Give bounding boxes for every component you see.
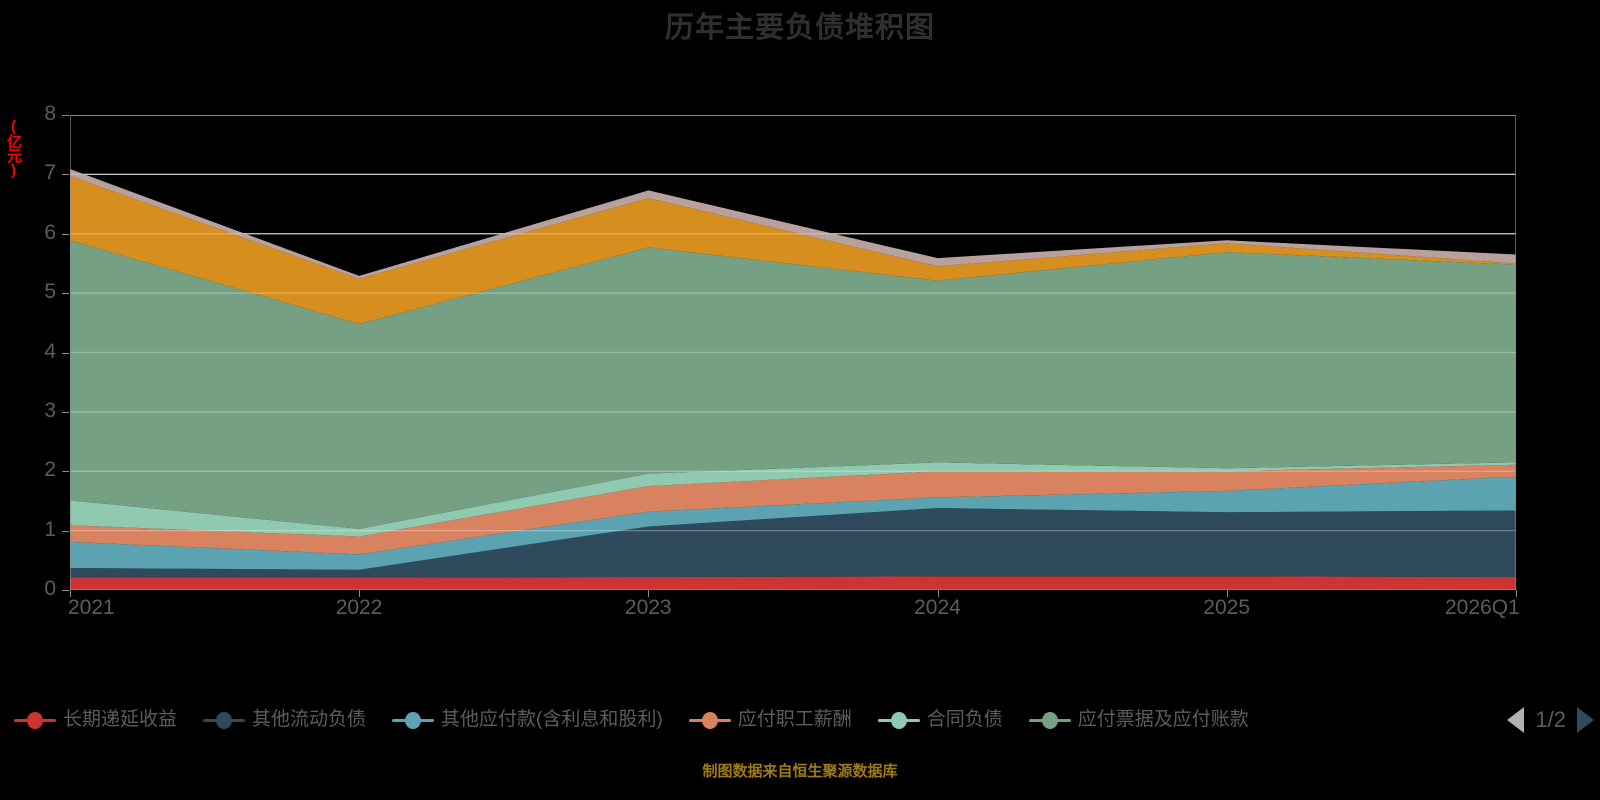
x-axis-tick-mark — [359, 590, 361, 597]
y-axis-tick-label: 7 — [44, 161, 56, 185]
x-axis-tick-label: 2021 — [68, 596, 115, 619]
legend-item[interactable]: 其他流动负债 — [203, 709, 366, 731]
area-series-6 — [70, 240, 1516, 529]
y-axis-tick-mark — [62, 411, 69, 413]
y-axis-tick-mark — [62, 530, 69, 532]
legend-dot-icon — [1041, 712, 1058, 729]
x-axis-tick-mark — [937, 590, 939, 597]
x-axis-tick-label: 2026Q1 — [1445, 596, 1520, 619]
legend-item-label: 其他流动负债 — [252, 709, 367, 730]
y-axis-tick-label: 1 — [44, 517, 56, 541]
footer-source-note: 制图数据来自恒生聚源数据库 — [702, 763, 898, 780]
legend-marker-icon — [1028, 709, 1071, 731]
legend-item-label: 其他应付款(含利息和股利) — [441, 709, 663, 730]
area-series-7 — [70, 176, 1516, 324]
chart-legend: 长期递延收益 其他流动负债 其他应付款(含利息和股利) 应付职工薪酬 合同负债 应付票据及… — [0, 698, 1600, 742]
area-series-4 — [70, 464, 1516, 555]
legend-item-label: 应付票据及应付账款 — [1077, 709, 1249, 730]
area-series-5 — [70, 462, 1516, 537]
y-axis-tick-label: 0 — [44, 577, 56, 600]
x-axis-tick-label: 2022 — [335, 596, 383, 619]
y-axis-tick-mark — [62, 115, 69, 116]
y-axis-tick-mark — [62, 352, 69, 354]
legend-marker-icon — [392, 709, 435, 731]
legend-pager: 1/2 — [1507, 707, 1600, 733]
x-axis-tick-mark — [648, 590, 650, 597]
legend-item-label: 长期递延收益 — [63, 709, 178, 730]
legend-marker-icon — [688, 709, 731, 731]
legend-item[interactable]: 其他应付款(含利息和股利) — [392, 709, 663, 731]
x-axis-tick-mark — [70, 590, 71, 597]
legend-marker-icon — [203, 709, 246, 731]
x-axis-tick-label: 2025 — [1203, 596, 1251, 619]
legend-marker-icon — [877, 709, 920, 731]
x-axis-tick-mark — [1226, 590, 1228, 597]
area-series-3 — [70, 476, 1516, 570]
y-axis-tick-label: 2 — [44, 458, 56, 482]
legend-item[interactable]: 合同负债 — [877, 709, 1003, 731]
y-axis-tick-mark — [62, 174, 69, 176]
stacked-area-chart — [70, 115, 1516, 590]
legend-marker-icon — [14, 709, 56, 731]
legend-dot-icon — [216, 712, 233, 729]
y-axis-tick-label: 8 — [44, 102, 56, 125]
y-axis-unit-label: (亿元) — [5, 118, 22, 178]
legend-dot-icon — [405, 712, 422, 729]
legend-item-label: 应付职工薪酬 — [737, 709, 852, 730]
y-axis-tick-label: 5 — [44, 280, 56, 304]
legend-item-label: 合同负债 — [926, 709, 1003, 730]
y-axis-tick-mark — [62, 590, 69, 591]
area-series-1 — [70, 576, 1516, 590]
legend-item[interactable]: 应付职工薪酬 — [688, 709, 852, 731]
legend-dot-icon — [890, 712, 907, 729]
plot-area — [70, 115, 1516, 590]
page-title: 历年主要负债堆积图 — [664, 12, 935, 44]
y-axis-tick-label: 3 — [44, 398, 56, 422]
x-axis-tick-mark — [1516, 590, 1517, 597]
triangle-left-icon[interactable] — [1507, 707, 1525, 733]
legend-item[interactable]: 应付票据及应付账款 — [1028, 709, 1249, 731]
legend-dot-icon — [701, 712, 718, 729]
legend-dot-icon — [27, 712, 43, 729]
y-axis-tick-mark — [62, 233, 69, 235]
x-axis-tick-label: 2023 — [624, 596, 672, 619]
y-axis-tick-label: 6 — [44, 220, 56, 244]
y-axis-tick-mark — [62, 293, 69, 295]
triangle-right-icon[interactable] — [1577, 707, 1594, 733]
area-series-2 — [70, 508, 1516, 578]
legend-page-indicator: 1/2 — [1535, 707, 1566, 732]
y-axis-tick-label: 4 — [44, 339, 56, 363]
x-axis-tick-label: 2024 — [914, 596, 961, 619]
y-axis-tick-mark — [62, 471, 69, 473]
legend-item[interactable]: 长期递延收益 — [14, 709, 177, 731]
